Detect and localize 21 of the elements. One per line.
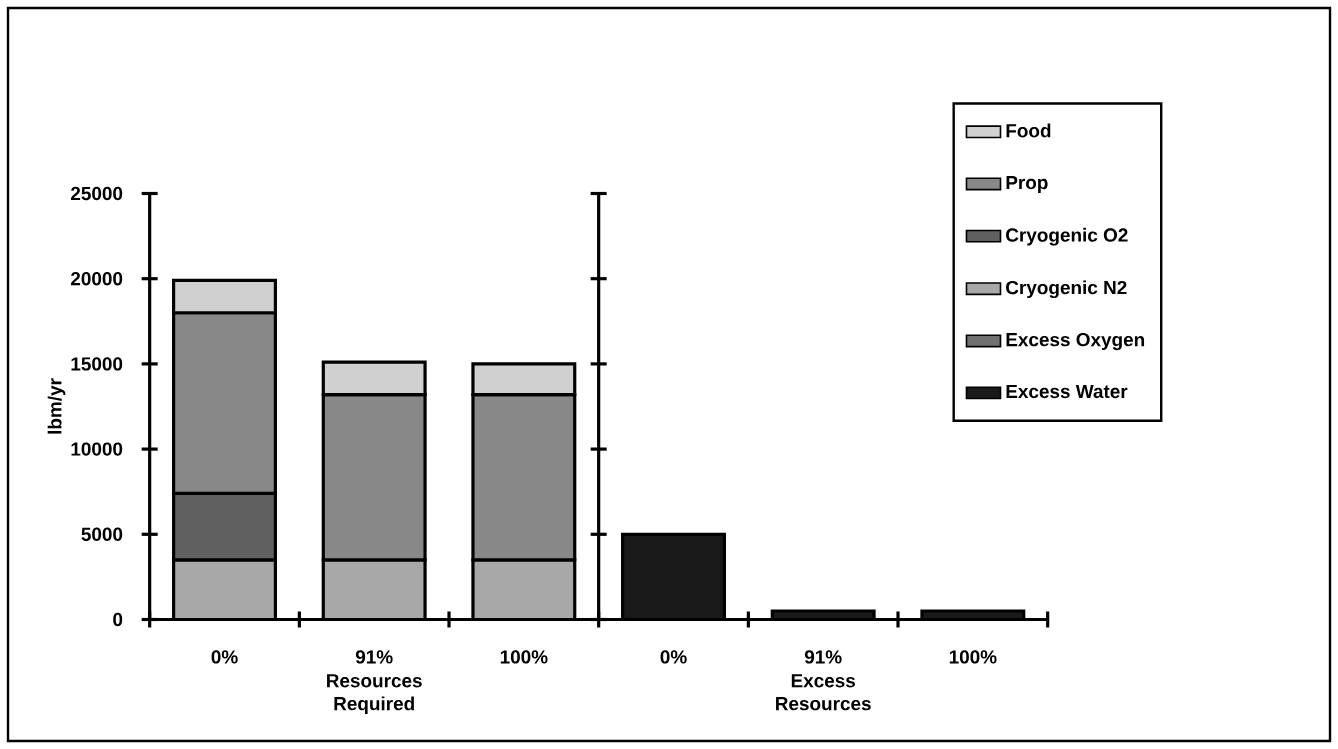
y-axis-title: lbm/yr bbox=[47, 378, 66, 434]
legend-label: Cryogenic O2 bbox=[1006, 227, 1128, 246]
y-tick-label: 20000 bbox=[70, 271, 123, 286]
x-tick-label: 0% bbox=[660, 650, 687, 664]
legend-label: Excess Water bbox=[1006, 384, 1128, 399]
y-tick-label: 15000 bbox=[71, 357, 123, 371]
y-tick-label: 10000 bbox=[71, 442, 123, 456]
legend-label: Prop bbox=[1006, 176, 1048, 193]
text: Excess Resources bbox=[776, 674, 871, 711]
y-tick-label: 25000 bbox=[70, 186, 123, 201]
x-tick-label: 100% bbox=[949, 650, 997, 664]
text: Resources Required bbox=[327, 674, 422, 715]
y-tick-label: 5000 bbox=[81, 527, 123, 541]
x-tick-label: 100% bbox=[500, 650, 548, 664]
x-tick-label: 91% bbox=[355, 650, 393, 664]
legend-label: Excess Oxygen bbox=[1006, 332, 1145, 351]
legend-label: Cryogenic N2 bbox=[1006, 280, 1127, 299]
x-tick-label: 0% bbox=[211, 650, 238, 664]
legend-label: Food bbox=[1006, 123, 1051, 138]
y-tick-label: 0 bbox=[113, 612, 123, 627]
x-tick-label: 91% bbox=[804, 650, 842, 664]
